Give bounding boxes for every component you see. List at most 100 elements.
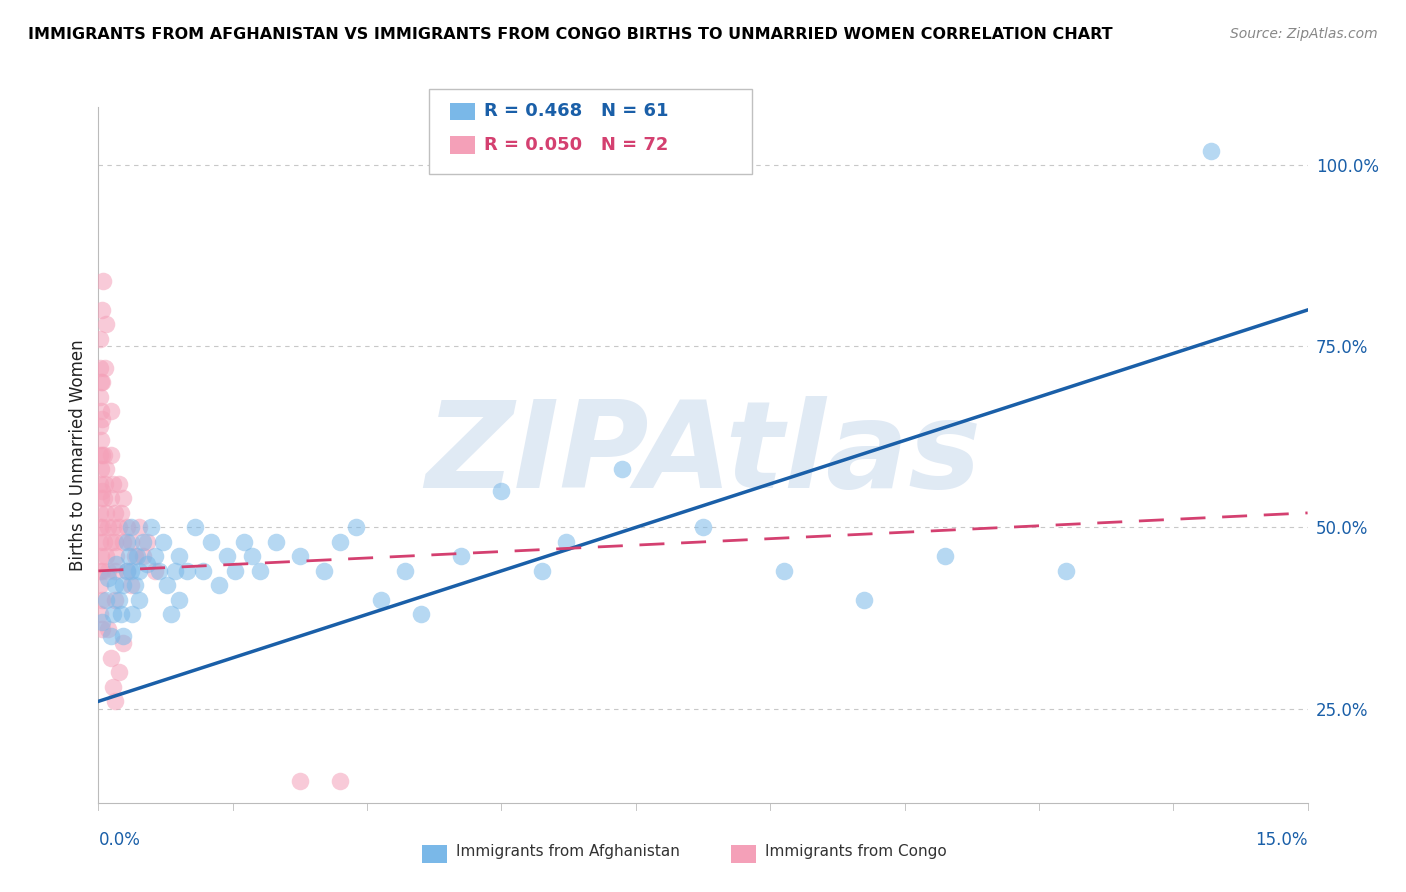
- Point: [934, 549, 956, 564]
- Point: [90, 404, 112, 418]
- Point: [1054, 564, 1077, 578]
- Point: [91, 615, 114, 629]
- Point: [100, 491, 122, 506]
- Point: [120, 535, 142, 549]
- Text: 0.0%: 0.0%: [98, 830, 141, 848]
- Point: [91, 376, 114, 390]
- Point: [111, 636, 134, 650]
- Point: [101, 607, 124, 622]
- Point: [89, 506, 111, 520]
- Point: [111, 491, 134, 506]
- Point: [89, 361, 111, 376]
- Point: [110, 607, 132, 622]
- Point: [329, 535, 352, 549]
- Point: [89, 476, 111, 491]
- Point: [96, 549, 118, 564]
- Point: [200, 535, 222, 549]
- Point: [91, 484, 114, 499]
- Point: [163, 564, 186, 578]
- Point: [853, 592, 876, 607]
- Point: [100, 651, 122, 665]
- Point: [176, 564, 198, 578]
- Point: [115, 564, 138, 578]
- Point: [148, 564, 170, 578]
- Point: [89, 607, 111, 622]
- Point: [97, 622, 120, 636]
- Point: [1199, 144, 1222, 158]
- Point: [103, 578, 125, 592]
- Point: [132, 535, 155, 549]
- Point: [127, 549, 149, 564]
- Point: [692, 520, 714, 534]
- Point: [101, 476, 124, 491]
- Point: [100, 404, 122, 418]
- Point: [124, 578, 146, 592]
- Point: [156, 578, 179, 592]
- Point: [91, 520, 114, 534]
- Point: [264, 535, 287, 549]
- Point: [100, 535, 122, 549]
- Point: [111, 535, 134, 549]
- Point: [772, 564, 794, 578]
- Point: [90, 491, 112, 506]
- Point: [93, 448, 115, 462]
- Point: [115, 564, 138, 578]
- Point: [344, 520, 367, 534]
- Point: [111, 578, 134, 592]
- Point: [240, 549, 263, 564]
- Point: [288, 774, 311, 789]
- Point: [409, 607, 432, 622]
- Point: [107, 476, 129, 491]
- Point: [101, 680, 124, 694]
- Point: [89, 564, 111, 578]
- Point: [208, 578, 231, 592]
- Point: [91, 592, 114, 607]
- Point: [314, 564, 336, 578]
- Point: [97, 520, 120, 534]
- Point: [96, 592, 118, 607]
- Point: [135, 557, 157, 571]
- Point: [132, 549, 155, 564]
- Point: [160, 607, 183, 622]
- Text: R = 0.468   N = 61: R = 0.468 N = 61: [484, 103, 668, 120]
- Point: [167, 549, 190, 564]
- Point: [91, 303, 114, 318]
- Point: [118, 549, 141, 564]
- Point: [90, 434, 112, 448]
- Point: [193, 564, 215, 578]
- Point: [91, 411, 114, 425]
- Point: [184, 520, 207, 534]
- Point: [370, 592, 392, 607]
- Point: [450, 549, 472, 564]
- Point: [128, 592, 150, 607]
- Point: [120, 564, 142, 578]
- Point: [90, 549, 112, 564]
- Point: [217, 549, 239, 564]
- Point: [96, 462, 118, 476]
- Point: [103, 506, 125, 520]
- Point: [91, 564, 114, 578]
- Point: [105, 549, 128, 564]
- Point: [394, 564, 416, 578]
- Point: [124, 549, 146, 564]
- Point: [139, 520, 162, 534]
- Point: [94, 476, 117, 491]
- Point: [128, 520, 150, 534]
- Point: [167, 592, 190, 607]
- Text: R = 0.050   N = 72: R = 0.050 N = 72: [484, 136, 668, 154]
- Point: [91, 274, 114, 288]
- Point: [115, 535, 138, 549]
- Text: ZIPAtlas: ZIPAtlas: [425, 396, 981, 514]
- Point: [232, 535, 254, 549]
- Point: [91, 448, 114, 462]
- Point: [89, 520, 111, 534]
- Point: [103, 592, 125, 607]
- Point: [329, 774, 352, 789]
- Point: [100, 448, 122, 462]
- Point: [103, 535, 125, 549]
- Point: [100, 629, 122, 643]
- Point: [89, 419, 111, 434]
- Point: [89, 390, 111, 404]
- Point: [249, 564, 271, 578]
- Point: [105, 557, 128, 571]
